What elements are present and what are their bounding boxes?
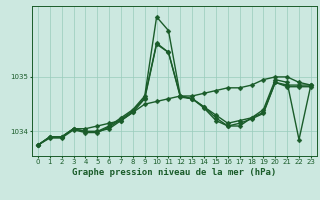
X-axis label: Graphe pression niveau de la mer (hPa): Graphe pression niveau de la mer (hPa) — [72, 168, 276, 177]
